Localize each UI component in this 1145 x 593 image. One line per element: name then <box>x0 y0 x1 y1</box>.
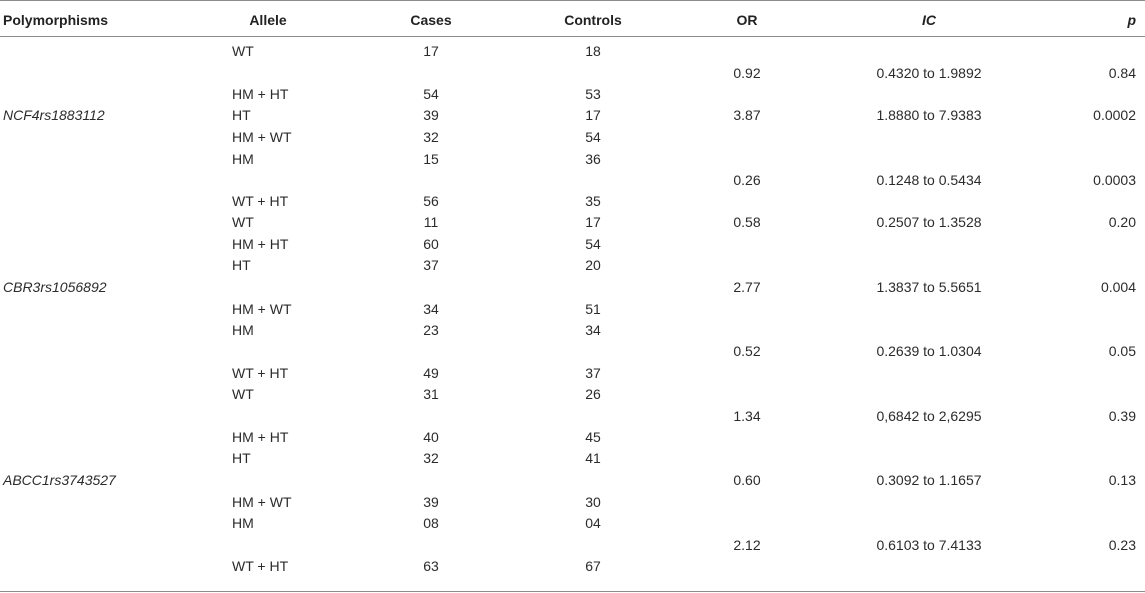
cases-cell: 37 <box>423 257 439 273</box>
p-value-cell: 0.0003 <box>1093 172 1136 188</box>
p-value-cell: 0.84 <box>1108 65 1136 81</box>
cases-cell: 39 <box>423 494 439 510</box>
controls-cell: 17 <box>585 107 601 123</box>
or-cell: 0.52 <box>733 343 761 359</box>
cases-cell: 63 <box>423 558 439 574</box>
or-cell: 0.60 <box>733 472 761 488</box>
p-value-cell: 0.05 <box>1108 343 1136 359</box>
allele-cell: WT <box>232 386 254 402</box>
p-value-cell: 0.20 <box>1108 214 1136 230</box>
allele-cell: HT <box>232 257 251 273</box>
controls-cell: 54 <box>585 236 601 252</box>
allele-cell: WT <box>232 43 254 59</box>
allele-cell: HT <box>232 107 251 123</box>
header-or: OR <box>736 12 758 28</box>
allele-cell: HM + WT <box>232 301 292 317</box>
cases-cell: 17 <box>423 43 439 59</box>
controls-cell: 54 <box>585 129 601 145</box>
p-value-cell: 0.39 <box>1108 408 1136 424</box>
controls-cell: 41 <box>585 450 601 466</box>
p-value-cell: 0.23 <box>1108 537 1136 553</box>
cases-cell: 39 <box>423 107 439 123</box>
cases-cell: 49 <box>423 365 439 381</box>
header-cases: Cases <box>410 12 452 28</box>
allele-cell: HM + HT <box>232 429 289 445</box>
p-value-cell: 0.13 <box>1108 472 1136 488</box>
cases-cell: 31 <box>423 386 439 402</box>
ic-cell: 0.1248 to 0.5434 <box>876 172 982 188</box>
header-polymorphisms: Polymorphisms <box>3 12 109 28</box>
controls-cell: 26 <box>585 386 601 402</box>
or-cell: 0.58 <box>733 214 761 230</box>
cases-cell: 60 <box>423 236 439 252</box>
or-cell: 0.26 <box>733 172 761 188</box>
controls-cell: 67 <box>585 558 601 574</box>
allele-cell: WT + HT <box>232 365 289 381</box>
or-cell: 3.87 <box>733 107 761 123</box>
cases-cell: 15 <box>423 151 439 167</box>
controls-cell: 18 <box>585 43 601 59</box>
allele-cell: HM + WT <box>232 494 292 510</box>
controls-cell: 34 <box>585 322 601 338</box>
header-controls: Controls <box>564 12 622 28</box>
header-rule <box>0 36 1145 37</box>
cases-cell: 56 <box>423 193 439 209</box>
controls-cell: 20 <box>585 257 601 273</box>
controls-cell: 35 <box>585 193 601 209</box>
controls-cell: 45 <box>585 429 601 445</box>
ic-cell: 1.8880 to 7.9383 <box>876 107 982 123</box>
controls-cell: 04 <box>585 515 601 531</box>
allele-cell: WT + HT <box>232 193 289 209</box>
cases-cell: 34 <box>423 301 439 317</box>
cases-cell: 54 <box>423 86 439 102</box>
allele-cell: HM <box>232 515 254 531</box>
allele-cell: WT + HT <box>232 558 289 574</box>
header-ic: IC <box>922 12 936 28</box>
cases-cell: 32 <box>423 450 439 466</box>
allele-cell: HT <box>232 450 251 466</box>
ic-cell: 0,6842 to 2,6295 <box>876 408 982 424</box>
header-allele: Allele <box>249 12 287 28</box>
cases-cell: 08 <box>423 515 439 531</box>
ic-cell: 0.4320 to 1.9892 <box>876 65 982 81</box>
cases-cell: 32 <box>423 129 439 145</box>
controls-cell: 53 <box>585 86 601 102</box>
or-cell: 1.34 <box>733 408 761 424</box>
allele-cell: HM + HT <box>232 86 289 102</box>
or-cell: 2.77 <box>733 279 761 295</box>
polymorphism-name: ABCC1rs3743527 <box>3 472 116 488</box>
ic-cell: 1.3837 to 5.5651 <box>876 279 982 295</box>
or-cell: 0.92 <box>733 65 761 81</box>
controls-cell: 30 <box>585 494 601 510</box>
polymorphism-name: NCF4rs1883112 <box>3 107 105 123</box>
allele-cell: HM + WT <box>232 129 292 145</box>
cases-cell: 40 <box>423 429 439 445</box>
controls-cell: 37 <box>585 365 601 381</box>
ic-cell: 0.2507 to 1.3528 <box>876 214 982 230</box>
or-cell: 2.12 <box>733 537 761 553</box>
cases-cell: 23 <box>423 322 439 338</box>
p-value-cell: 0.004 <box>1100 279 1136 295</box>
allele-cell: WT <box>232 214 254 230</box>
polymorphism-name: CBR3rs1056892 <box>3 279 107 295</box>
allele-cell: HM + HT <box>232 236 289 252</box>
allele-cell: HM <box>232 151 254 167</box>
cases-cell: 11 <box>423 214 439 230</box>
header-p: p <box>1127 12 1136 28</box>
ic-cell: 0.6103 to 7.4133 <box>876 537 982 553</box>
ic-cell: 0.2639 to 1.0304 <box>876 343 982 359</box>
top-rule <box>0 0 1145 1</box>
controls-cell: 17 <box>585 214 601 230</box>
p-value-cell: 0.0002 <box>1093 107 1136 123</box>
controls-cell: 51 <box>585 301 601 317</box>
bottom-rule <box>0 591 1145 592</box>
allele-cell: HM <box>232 322 254 338</box>
controls-cell: 36 <box>585 151 601 167</box>
ic-cell: 0.3092 to 1.1657 <box>876 472 982 488</box>
